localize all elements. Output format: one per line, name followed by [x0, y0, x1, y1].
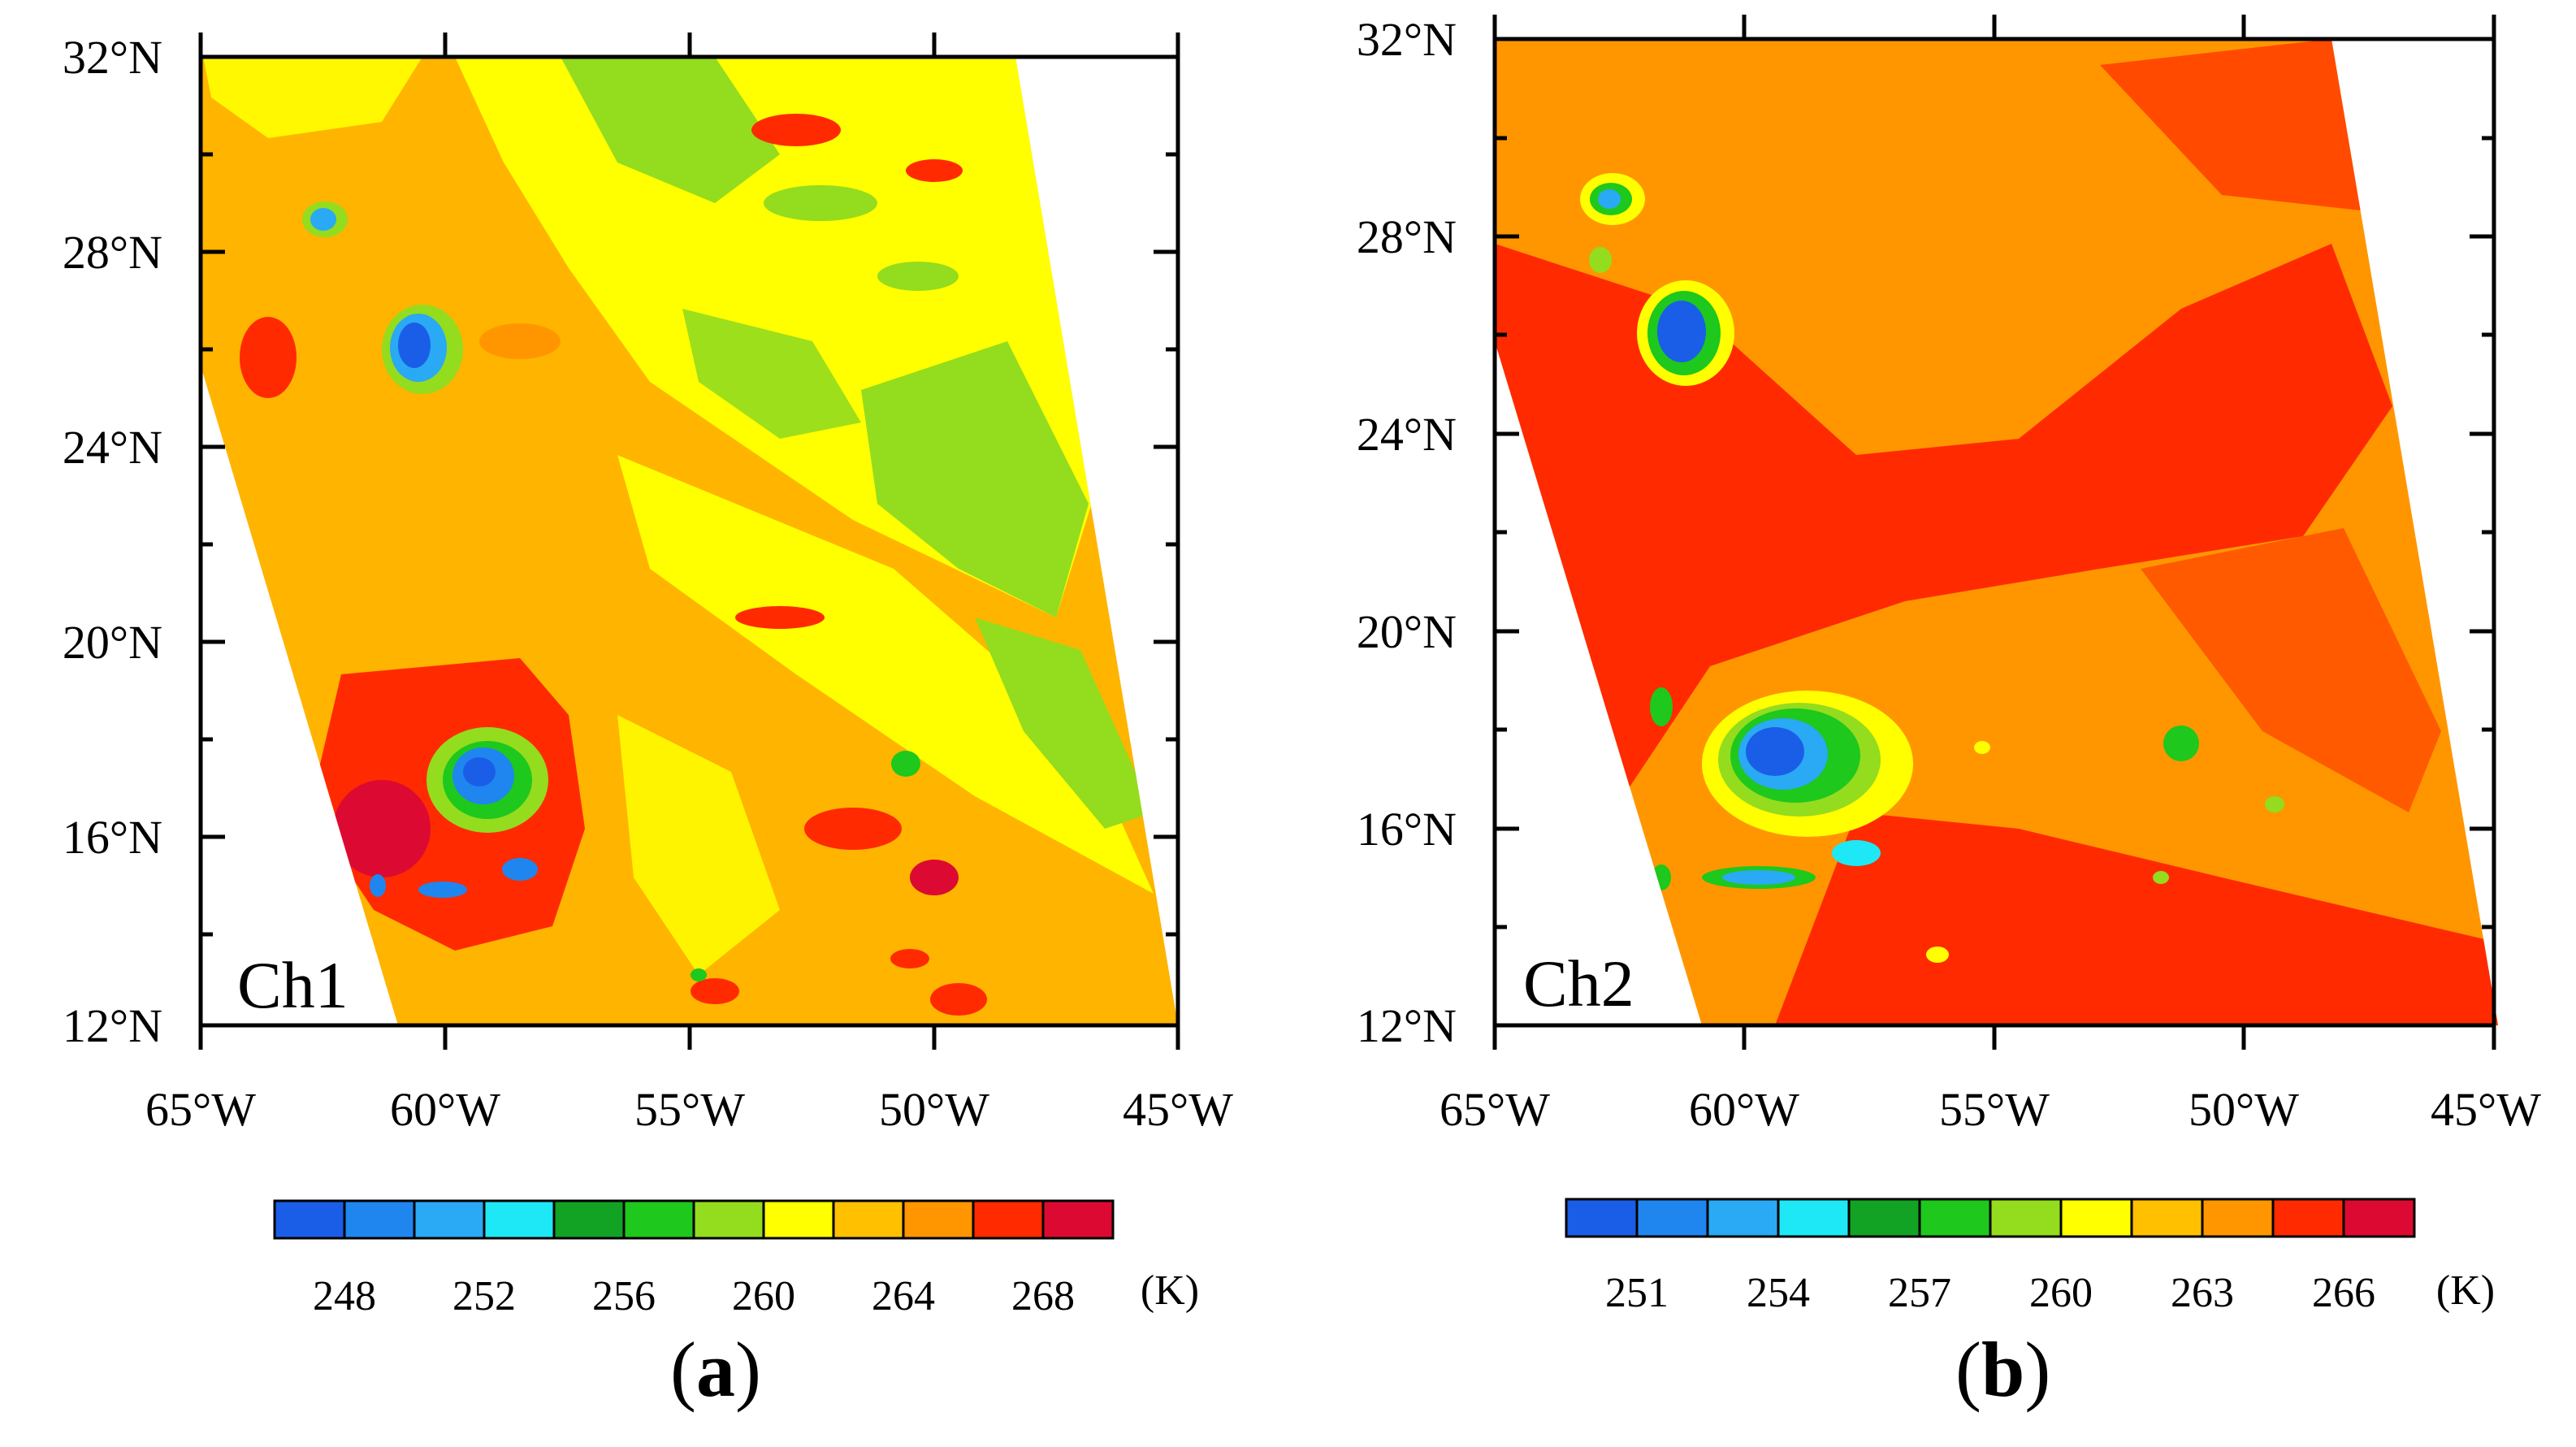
channel-label: Ch2: [1523, 947, 1634, 1020]
lon-label: 65°W: [145, 1083, 256, 1136]
brightness-temperature-swath-a: [201, 57, 1178, 1025]
colorbar-tick: 256: [592, 1273, 656, 1319]
lat-ticks-b: [1495, 37, 2494, 929]
lon-ticks-b: [1492, 15, 2496, 1050]
lon-label: 60°W: [1689, 1083, 1799, 1136]
lon-label: 55°W: [1939, 1083, 2050, 1136]
map-figure-b: 32°N 28°N 24°N 20°N 16°N 12°N 65°W 60°W …: [1357, 13, 2541, 1316]
colorbar-tick: 254: [1747, 1270, 1810, 1316]
lat-label: 16°N: [63, 811, 162, 864]
panel-caption-a: (a): [670, 1326, 761, 1413]
colorbar-tick: 268: [1011, 1273, 1075, 1319]
lat-label: 20°N: [63, 616, 162, 669]
lon-label: 60°W: [390, 1083, 500, 1136]
lon-label: 65°W: [1440, 1083, 1550, 1136]
colorbar-tick: 264: [872, 1273, 935, 1319]
colorbar-b: [1565, 1198, 2416, 1238]
lon-label: 45°W: [2431, 1083, 2541, 1136]
brightness-temperature-swath-b: [1495, 39, 2498, 1025]
colorbar-tick: 252: [452, 1273, 516, 1319]
lon-label: 55°W: [634, 1083, 745, 1136]
lon-ticks-a: [198, 32, 1180, 1050]
lon-label: 50°W: [2189, 1083, 2299, 1136]
lat-label: 20°N: [1357, 605, 1457, 658]
lat-label: 32°N: [1357, 13, 1457, 66]
lat-label: 12°N: [63, 999, 162, 1052]
lat-label: 24°N: [63, 421, 162, 474]
lon-label: 45°W: [1123, 1083, 1233, 1136]
lat-label: 24°N: [1357, 408, 1457, 461]
lat-label: 28°N: [63, 226, 162, 279]
colorbar-unit: (K): [2436, 1267, 2495, 1314]
lat-ticks-a: [201, 54, 1178, 937]
colorbar-tick: 248: [313, 1273, 376, 1319]
lat-label: 32°N: [63, 31, 162, 84]
channel-label: Ch1: [237, 948, 349, 1022]
colorbar-tick: 263: [2171, 1270, 2234, 1316]
map-figure-a: 32°N 28°N 24°N 20°N 16°N 12°N 65°W 60°W …: [63, 31, 1233, 1319]
colorbar-tick: 260: [732, 1273, 795, 1319]
colorbar-tick: 257: [1888, 1270, 1951, 1316]
colorbar-tick: 260: [2029, 1270, 2093, 1316]
lat-label: 16°N: [1357, 803, 1457, 856]
colorbar-a: [273, 1199, 1115, 1240]
panel-caption-b: (b): [1955, 1326, 2051, 1413]
colorbar-tick: 266: [2312, 1270, 2375, 1316]
lat-label: 28°N: [1357, 210, 1457, 263]
panel-a: 32°N 28°N 24°N 20°N 16°N 12°N 65°W 60°W …: [0, 0, 1267, 1443]
lon-label: 50°W: [879, 1083, 989, 1136]
lat-label: 12°N: [1357, 999, 1457, 1052]
colorbar-tick: 251: [1605, 1270, 1669, 1316]
panel-b: 32°N 28°N 24°N 20°N 16°N 12°N 65°W 60°W …: [1288, 0, 2576, 1443]
colorbar-unit: (K): [1141, 1267, 1199, 1314]
